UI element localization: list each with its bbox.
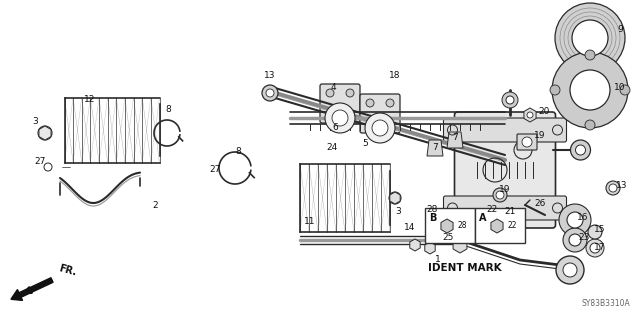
Polygon shape <box>453 237 467 253</box>
Text: 23: 23 <box>579 234 589 242</box>
Text: 21: 21 <box>504 207 516 217</box>
Circle shape <box>366 99 374 107</box>
Bar <box>475 208 525 243</box>
Text: IDENT MARK: IDENT MARK <box>428 263 502 273</box>
Polygon shape <box>390 192 400 204</box>
Text: 7: 7 <box>432 144 438 152</box>
Text: 22: 22 <box>508 221 518 231</box>
Text: 27: 27 <box>35 158 45 167</box>
Circle shape <box>570 140 591 160</box>
FancyBboxPatch shape <box>444 196 566 220</box>
Polygon shape <box>410 239 420 251</box>
Circle shape <box>563 228 587 252</box>
FancyBboxPatch shape <box>320 84 360 123</box>
Circle shape <box>588 225 602 239</box>
Circle shape <box>559 204 591 236</box>
Circle shape <box>386 99 394 107</box>
Text: 15: 15 <box>595 226 605 234</box>
Circle shape <box>326 89 334 97</box>
Text: 28: 28 <box>426 205 438 214</box>
Text: 19: 19 <box>534 130 546 139</box>
Text: 3: 3 <box>32 117 38 127</box>
Text: 17: 17 <box>595 243 605 253</box>
Text: 28: 28 <box>458 221 467 231</box>
Polygon shape <box>425 242 435 254</box>
Circle shape <box>555 3 625 73</box>
Circle shape <box>506 96 514 104</box>
Circle shape <box>620 85 630 95</box>
Circle shape <box>346 89 354 97</box>
Circle shape <box>606 181 620 195</box>
FancyBboxPatch shape <box>360 94 400 133</box>
Circle shape <box>266 89 274 97</box>
Circle shape <box>585 120 595 130</box>
Text: 7: 7 <box>452 133 458 143</box>
Circle shape <box>332 110 348 126</box>
Circle shape <box>496 191 504 199</box>
Polygon shape <box>524 108 536 122</box>
Text: 9: 9 <box>617 26 623 34</box>
Circle shape <box>493 188 507 202</box>
Circle shape <box>609 184 617 192</box>
Polygon shape <box>447 132 463 148</box>
Bar <box>425 208 475 243</box>
Text: A: A <box>479 213 486 223</box>
Circle shape <box>570 70 610 110</box>
Text: 13: 13 <box>264 70 276 79</box>
Text: B: B <box>429 213 436 223</box>
Text: 27: 27 <box>209 166 221 174</box>
Polygon shape <box>39 126 51 140</box>
Text: 13: 13 <box>616 181 628 189</box>
Circle shape <box>586 239 604 257</box>
Circle shape <box>262 85 278 101</box>
FancyBboxPatch shape <box>517 134 537 150</box>
Text: 6: 6 <box>332 123 338 132</box>
Text: 11: 11 <box>304 218 316 226</box>
Circle shape <box>372 120 388 136</box>
Text: 16: 16 <box>577 213 589 222</box>
FancyArrow shape <box>11 278 53 300</box>
Text: 3: 3 <box>395 207 401 217</box>
Circle shape <box>590 243 600 253</box>
Circle shape <box>527 112 533 118</box>
Circle shape <box>325 103 355 133</box>
Text: 1: 1 <box>435 256 441 264</box>
Polygon shape <box>500 210 509 220</box>
Polygon shape <box>441 219 453 233</box>
Circle shape <box>572 20 608 56</box>
Polygon shape <box>427 140 443 156</box>
Text: 24: 24 <box>326 144 338 152</box>
Polygon shape <box>491 219 503 233</box>
Circle shape <box>550 85 560 95</box>
FancyBboxPatch shape <box>444 118 566 142</box>
Circle shape <box>575 145 586 155</box>
FancyBboxPatch shape <box>454 112 556 228</box>
Text: 22: 22 <box>486 205 498 214</box>
Circle shape <box>552 52 628 128</box>
Text: 26: 26 <box>534 198 546 207</box>
Circle shape <box>563 263 577 277</box>
Text: 25: 25 <box>442 234 454 242</box>
Circle shape <box>569 234 581 246</box>
Text: 4: 4 <box>330 84 336 93</box>
Circle shape <box>502 92 518 108</box>
Text: 12: 12 <box>84 95 96 105</box>
Text: 18: 18 <box>389 70 401 79</box>
Text: 5: 5 <box>362 138 368 147</box>
Circle shape <box>365 113 395 143</box>
Text: 8: 8 <box>165 106 171 115</box>
Circle shape <box>556 256 584 284</box>
Circle shape <box>585 50 595 60</box>
Text: 8: 8 <box>235 147 241 157</box>
Text: FR.: FR. <box>58 264 78 278</box>
Circle shape <box>567 212 583 228</box>
Text: 14: 14 <box>404 224 416 233</box>
Text: SY83B3310A: SY83B3310A <box>581 299 630 308</box>
Text: 2: 2 <box>152 201 158 210</box>
Text: 10: 10 <box>614 84 626 93</box>
Text: 19: 19 <box>499 186 511 195</box>
Circle shape <box>522 137 532 147</box>
Text: 20: 20 <box>538 108 550 116</box>
